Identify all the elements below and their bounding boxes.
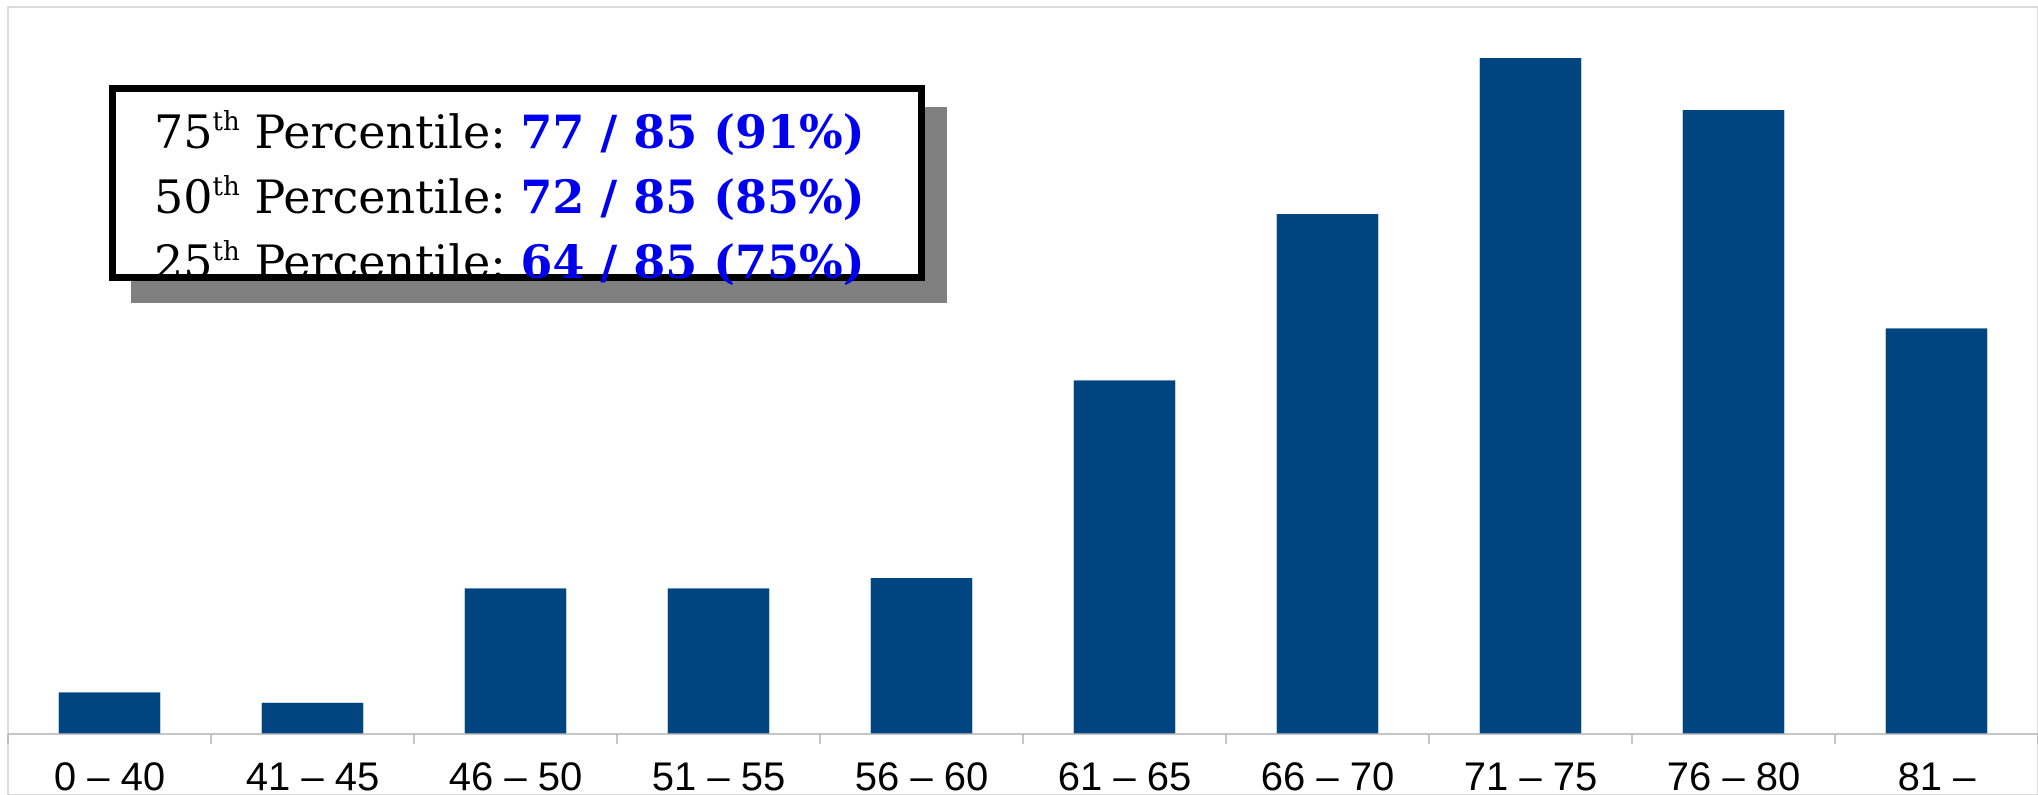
percentile-suffix: th <box>212 172 240 202</box>
x-axis-labels: 0 – 40 41 – 45 46 – 50 51 – 55 56 – 60 61 – 6… <box>54 755 1976 795</box>
x-tick-label: 41 – 45 <box>246 755 379 795</box>
percentile-suffix: th <box>212 107 240 137</box>
x-tick-label: 46 – 50 <box>449 755 582 795</box>
x-tick-label: 61 – 65 <box>1058 755 1191 795</box>
percentile-annotation-box: 75th Percentile: 77 / 85 (91%) 50th Perc… <box>109 85 925 289</box>
x-tick-label: 81 – <box>1898 755 1977 795</box>
percentile-label: Percentile: <box>239 170 521 224</box>
bar-5 <box>1073 380 1176 734</box>
x-tick-label: 56 – 60 <box>855 755 988 795</box>
percentile-value: 72 / 85 (85%) <box>520 170 865 224</box>
percentile-row-25: 25th Percentile: 64 / 85 (75%) <box>154 234 918 299</box>
bar-2 <box>464 588 567 734</box>
x-tick-label: 66 – 70 <box>1261 755 1394 795</box>
percentile-label: Percentile: <box>239 105 521 159</box>
plot-border <box>7 6 2038 795</box>
bar-7 <box>1479 58 1582 734</box>
percentile-value: 77 / 85 (91%) <box>520 105 865 159</box>
percentile-suffix: th <box>212 237 240 267</box>
percentile-number: 75 <box>154 105 213 159</box>
bar-3 <box>667 588 770 734</box>
percentile-number: 50 <box>154 170 213 224</box>
x-tick-label: 71 – 75 <box>1464 755 1597 795</box>
percentile-row-50: 50th Percentile: 72 / 85 (85%) <box>154 169 918 234</box>
bar-group <box>58 58 1988 734</box>
bar-9 <box>1885 328 1988 734</box>
percentile-value: 64 / 85 (75%) <box>520 235 865 289</box>
x-tick-label: 76 – 80 <box>1667 755 1800 795</box>
percentile-row-75: 75th Percentile: 77 / 85 (91%) <box>154 104 918 169</box>
bar-0 <box>58 692 161 734</box>
bar-8 <box>1682 110 1785 734</box>
bar-6 <box>1276 214 1379 734</box>
bar-1 <box>261 702 364 734</box>
x-tick-label: 0 – 40 <box>54 755 165 795</box>
percentile-label: Percentile: <box>239 235 521 289</box>
percentile-number: 25 <box>154 235 213 289</box>
x-tick-label: 51 – 55 <box>652 755 785 795</box>
bar-4 <box>870 578 973 734</box>
x-axis-ticks <box>7 734 2038 744</box>
